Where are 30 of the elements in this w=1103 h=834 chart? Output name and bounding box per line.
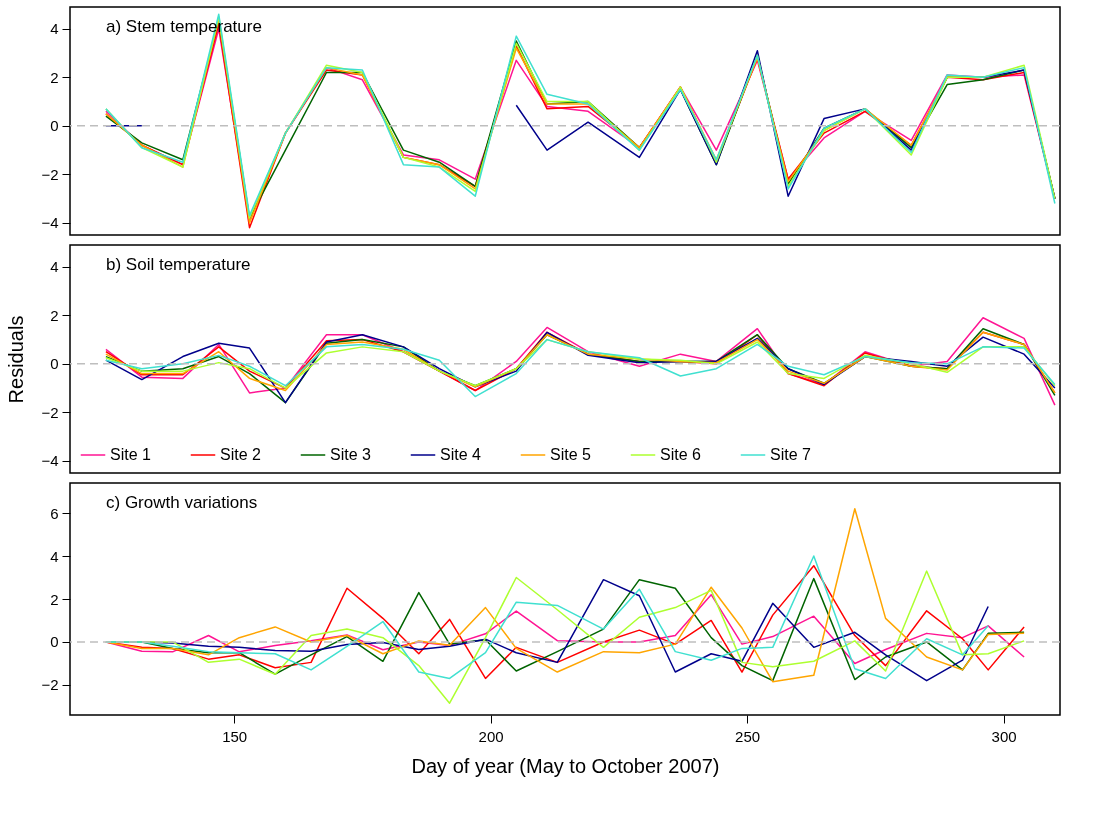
y-tick-label: 0	[50, 355, 59, 373]
y-tick-label: −2	[41, 403, 59, 421]
y-tick-label: 2	[50, 590, 59, 608]
x-tick-label: 300	[991, 727, 1017, 745]
y-tick-label: 0	[50, 633, 59, 651]
y-tick-label: 2	[50, 68, 59, 86]
y-tick-label: −4	[41, 214, 59, 232]
text: b) Soil temperature	[106, 255, 251, 274]
legend-label: Site 1	[110, 446, 152, 463]
y-tick-label: 6	[50, 504, 59, 522]
legend-label: Site 4	[440, 446, 482, 463]
y-tick-label: 4	[50, 20, 59, 38]
x-tick-label: 200	[478, 727, 504, 745]
legend-label: Site 2	[220, 446, 262, 463]
x-tick-label: 150	[222, 727, 248, 745]
legend-label: Site 7	[770, 446, 812, 463]
y-tick-label: −4	[41, 452, 59, 470]
y-tick-label: 2	[50, 306, 59, 324]
legend-label: Site 5	[550, 446, 592, 463]
y-tick-label: −2	[41, 676, 59, 694]
x-axis-title: Day of year (May to October 2007)	[411, 754, 720, 777]
y-tick-label: −2	[41, 165, 59, 183]
legend-label: Site 6	[660, 446, 702, 463]
y-axis-title: Residuals	[5, 315, 28, 404]
x-tick-label: 250	[735, 727, 761, 745]
y-tick-label: 0	[50, 117, 59, 135]
y-tick-label: 4	[50, 258, 59, 276]
y-tick-label: 4	[50, 547, 59, 565]
text: c) Growth variations	[106, 493, 258, 512]
legend-label: Site 3	[330, 446, 372, 463]
